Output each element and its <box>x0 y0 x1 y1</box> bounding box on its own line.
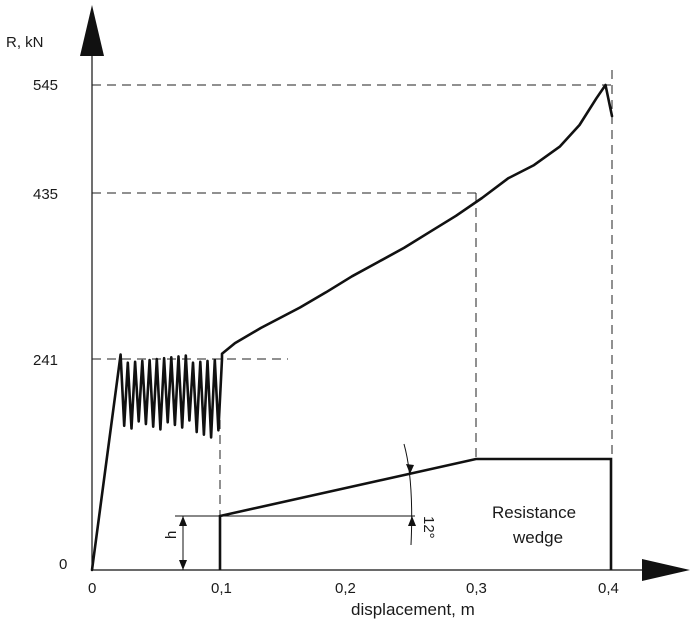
y-tick-label-0: 0 <box>59 556 67 573</box>
y-axis-arrow-icon <box>80 5 104 56</box>
x-tick-label-0-4: 0,4 <box>598 580 619 597</box>
angle-arrow-bottom-icon <box>408 516 416 526</box>
wedge-label-line2: wedge <box>512 528 563 547</box>
height-arrow-bottom-icon <box>179 560 187 570</box>
resistance-wedge: h 12° Resistance wedge <box>163 443 613 570</box>
height-label: h <box>163 531 180 539</box>
y-tick-label-545: 545 <box>33 77 58 94</box>
angle-label: 12° <box>420 516 437 539</box>
angle-arrow-top-icon <box>406 464 414 474</box>
angle-arc <box>403 443 413 546</box>
wedge-label-line1: Resistance <box>492 503 576 522</box>
reference-lines <box>92 70 613 515</box>
x-tick-label-0-3: 0,3 <box>466 580 487 597</box>
x-tick-label-0: 0 <box>88 580 96 597</box>
wedge-outline <box>218 457 613 570</box>
series-line <box>90 83 614 572</box>
y-axis-label: R, kN <box>6 34 44 51</box>
y-tick-label-435: 435 <box>33 186 58 203</box>
x-axis-label: displacement, m <box>351 600 475 619</box>
height-arrow-top-icon <box>179 516 187 526</box>
x-tick-label-0-2: 0,2 <box>335 580 356 597</box>
x-tick-label-0-1: 0,1 <box>211 580 232 597</box>
y-tick-label-241: 241 <box>33 352 58 369</box>
x-axis-arrow-icon <box>642 559 690 581</box>
